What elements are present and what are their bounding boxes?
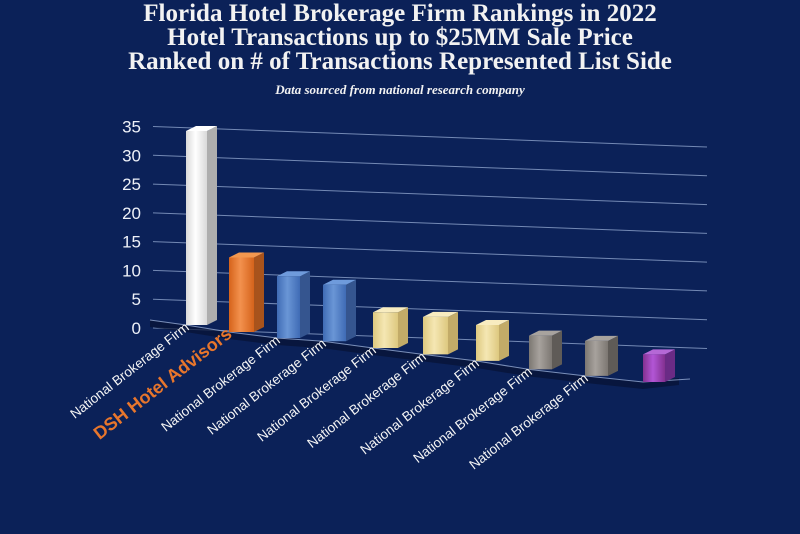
svg-text:10: 10 (122, 261, 141, 280)
svg-text:5: 5 (132, 290, 141, 309)
svg-text:National Brokerage Firm: National Brokerage Firm (466, 370, 591, 472)
svg-text:35: 35 (122, 118, 141, 137)
svg-text:20: 20 (122, 204, 141, 223)
svg-text:National Brokerage Firm: National Brokerage Firm (304, 349, 429, 451)
svg-text:National Brokerage Firm: National Brokerage Firm (357, 355, 482, 457)
svg-text:15: 15 (122, 233, 141, 252)
svg-text:0: 0 (132, 319, 141, 338)
svg-text:25: 25 (122, 175, 141, 194)
svg-text:30: 30 (122, 146, 141, 165)
svg-text:National Brokerage Firm: National Brokerage Firm (410, 364, 535, 466)
